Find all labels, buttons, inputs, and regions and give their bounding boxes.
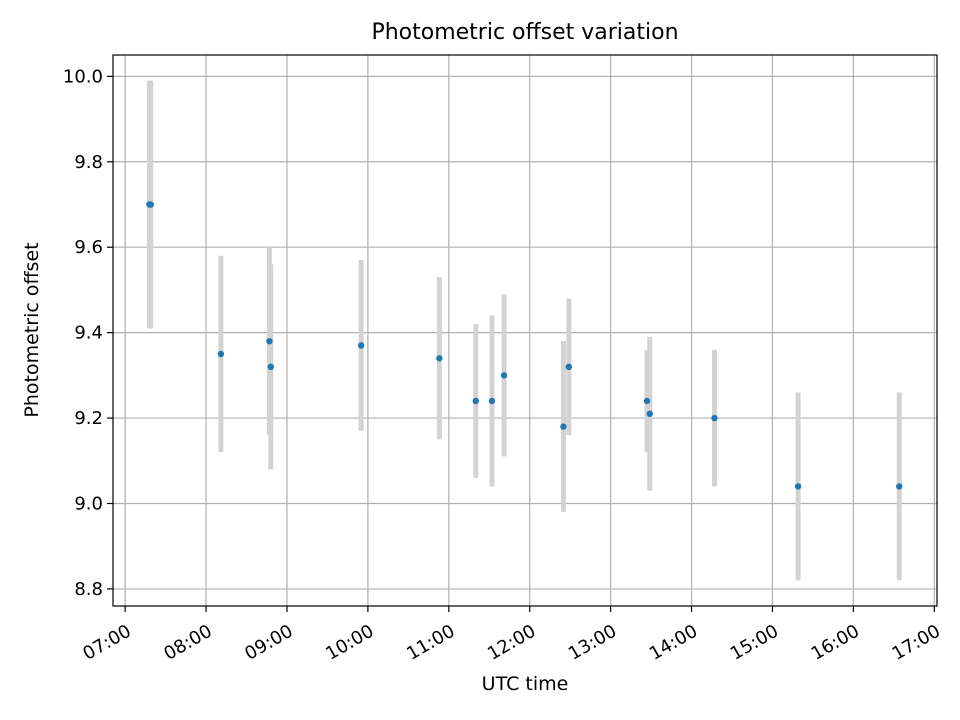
data-point: [500, 372, 508, 379]
x-tick-label: 17:00: [889, 621, 944, 665]
y-tick-label: 9.8: [74, 152, 103, 173]
y-tick-label: 9.4: [74, 323, 103, 344]
x-tick-label: 13:00: [565, 621, 620, 665]
data-point: [267, 363, 274, 371]
y-tick-label: 10.0: [63, 66, 103, 87]
data-point: [646, 410, 653, 417]
data-point: [711, 414, 718, 422]
data-points: [146, 201, 903, 490]
data-point: [217, 350, 225, 358]
data-point: [266, 337, 273, 345]
error-bars: [146, 80, 902, 581]
x-tick-label: 09:00: [241, 621, 296, 665]
data-point: [560, 423, 567, 430]
x-tick-label: 08:00: [160, 621, 215, 665]
grid-lines: [113, 55, 937, 606]
data-point: [436, 355, 443, 362]
data-point: [147, 201, 154, 208]
x-tick-label: 07:00: [79, 621, 134, 665]
x-tick-label: 15:00: [727, 621, 782, 665]
x-tick-label: 14:00: [646, 621, 701, 665]
y-axis-label: Photometric offset: [21, 242, 43, 418]
x-tick-label: 10:00: [322, 621, 377, 665]
data-point: [643, 397, 651, 405]
data-point: [357, 342, 365, 349]
chart-title: Photometric offset variation: [371, 20, 679, 45]
y-tick-label: 9.6: [74, 237, 103, 258]
y-tick-label: 9.0: [74, 493, 103, 514]
y-tick-label: 9.2: [74, 408, 103, 429]
data-point: [488, 397, 496, 405]
x-tick-label: 11:00: [403, 621, 458, 665]
data-point: [565, 363, 573, 371]
x-tick-label: 12:00: [484, 621, 539, 665]
plot-frame: [112, 54, 938, 607]
x-tick-label: 16:00: [808, 621, 863, 665]
y-tick-label: 8.8: [74, 579, 103, 600]
x-axis-label: UTC time: [481, 673, 569, 695]
data-point: [896, 483, 903, 490]
data-point: [472, 397, 479, 405]
data-point: [794, 483, 802, 490]
